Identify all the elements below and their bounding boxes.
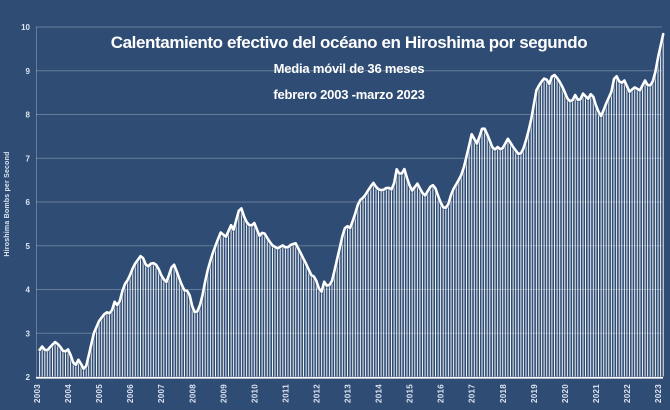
x-tick-label: 2006 [126,384,135,403]
y-tick-label: 2 [26,373,31,382]
y-axis-title: Hiroshima Bombs per Second [4,151,11,257]
x-tick-label: 2016 [437,384,446,403]
x-tick-label: 2012 [312,384,321,403]
y-tick-label: 7 [26,154,31,163]
x-tick-label: 2019 [530,384,539,403]
x-tick-label: 2007 [157,384,166,403]
chart-subtitle: Media móvil de 36 meses [273,61,425,76]
x-tick-label: 2018 [499,384,508,403]
x-tick-label: 2009 [219,384,228,403]
x-tick-label: 2010 [250,384,259,403]
x-tick-label: 2005 [95,384,104,403]
x-tick-label: 2023 [654,384,663,403]
y-tick-label: 6 [26,198,31,207]
x-tick-label: 2015 [406,384,415,403]
chart-date-range: febrero 2003 -marzo 2023 [273,87,425,102]
x-tick-label: 2003 [33,384,42,403]
comb-fill [39,35,664,377]
x-tick-label: 2014 [375,384,384,403]
y-tick-label: 5 [26,242,31,251]
y-tick-label: 3 [26,329,31,338]
x-tick-label: 2004 [64,384,73,403]
x-tick-label: 2013 [344,384,353,403]
x-tick-label: 2021 [592,384,601,403]
y-tick-label: 9 [26,67,31,76]
x-tick-label: 2017 [468,384,477,403]
y-tick-label: 10 [21,23,30,32]
x-tick-label: 2011 [281,384,290,403]
x-tick-label: 2008 [188,384,197,403]
y-tick-label: 8 [26,111,31,120]
x-tick-label: 2022 [623,384,632,403]
series-line [38,32,665,370]
y-tick-label: 4 [26,286,31,295]
chart-title: Calentamiento efectivo del océano en Hir… [110,33,588,52]
x-tick-label: 2020 [561,384,570,403]
